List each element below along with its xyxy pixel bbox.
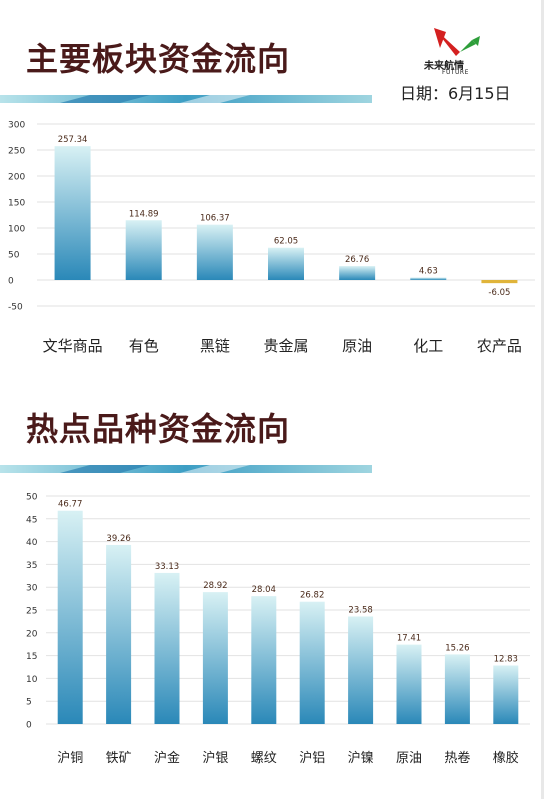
y-tick-label: 300 <box>8 121 25 131</box>
y-tick-label: 30 <box>26 584 38 594</box>
data-label: 23.58 <box>348 605 372 615</box>
category-label: 螺纹 <box>251 751 277 766</box>
bar <box>493 665 519 724</box>
date-label: 日期：6月15日 <box>400 84 511 103</box>
y-tick-label: 45 <box>26 515 37 525</box>
category-label: 沪铜 <box>57 750 83 766</box>
bar <box>396 644 422 724</box>
data-label: 26.82 <box>300 591 324 601</box>
bar <box>57 510 83 724</box>
bar <box>268 247 304 280</box>
title-underline-band-2 <box>0 465 372 473</box>
y-tick-label: 20 <box>26 629 38 639</box>
data-label: 62.05 <box>274 237 298 247</box>
bar <box>410 277 447 280</box>
data-label: 28.04 <box>252 585 276 595</box>
bar <box>444 654 470 724</box>
section-title-hot: 热点品种资金流向 <box>26 410 291 448</box>
y-tick-label: 25 <box>26 607 37 617</box>
category-label: 原油 <box>342 337 372 355</box>
bar <box>196 224 233 280</box>
y-tick-label: 250 <box>8 147 25 157</box>
y-tick-label: 15 <box>26 652 37 662</box>
category-label: 文华商品 <box>43 337 103 355</box>
data-label: -6.05 <box>488 288 510 298</box>
y-tick-label: 200 <box>8 173 25 183</box>
bar <box>299 601 325 724</box>
category-label: 橡胶 <box>493 750 519 766</box>
page-edge <box>541 0 544 799</box>
category-label: 沪铝 <box>299 750 325 766</box>
y-tick-label: -50 <box>8 303 23 313</box>
y-tick-label: 0 <box>26 721 32 731</box>
bar <box>106 544 132 724</box>
category-label: 化工 <box>413 337 443 355</box>
data-label: 17.41 <box>397 634 421 644</box>
bar <box>125 220 162 280</box>
logo-icon <box>434 28 480 56</box>
data-label: 28.92 <box>203 581 227 591</box>
y-tick-label: 100 <box>8 225 25 235</box>
data-label: 15.26 <box>445 643 469 653</box>
data-label: 12.83 <box>494 654 518 664</box>
bar <box>348 616 374 724</box>
y-tick-label: 5 <box>26 698 32 708</box>
category-label: 原油 <box>396 751 422 766</box>
title-underline-band <box>0 95 372 103</box>
category-label: 沪镍 <box>348 750 374 766</box>
bar <box>54 146 91 280</box>
data-label: 4.63 <box>419 267 438 277</box>
bar <box>339 266 376 280</box>
category-label: 沪金 <box>154 750 180 766</box>
y-tick-label: 0 <box>8 277 14 287</box>
data-label: 33.13 <box>155 562 179 572</box>
chart-sectors: -50 0 50 100 150 200 250 300 257.34 文华商品 114.89 有色 1… <box>8 121 535 355</box>
category-label: 有色 <box>129 337 159 355</box>
category-label: 铁矿 <box>106 751 132 766</box>
bar <box>202 592 228 724</box>
category-label: 热卷 <box>444 750 470 766</box>
data-label: 114.89 <box>129 209 159 219</box>
category-label: 农产品 <box>477 337 522 355</box>
data-label: 106.37 <box>200 214 230 224</box>
data-label: 257.34 <box>58 135 88 145</box>
bar <box>481 280 518 284</box>
category-label: 贵金属 <box>263 337 308 355</box>
data-label: 26.76 <box>345 255 369 265</box>
logo-sub: FUTURE <box>442 69 469 76</box>
y-tick-label: 35 <box>26 561 37 571</box>
section-title-sectors: 主要板块资金流向 <box>26 40 291 78</box>
y-tick-label: 150 <box>8 199 25 209</box>
category-label: 沪银 <box>202 750 228 766</box>
bar <box>154 572 180 724</box>
logo-name: 未来航情 <box>424 61 464 72</box>
chart-hot: 0 5 10 15 20 25 30 35 40 45 50 46.77 沪铜 39.26 铁矿 33.13 沪… <box>26 493 530 766</box>
y-tick-label: 50 <box>8 251 20 261</box>
data-label: 46.77 <box>58 500 82 510</box>
y-tick-label: 50 <box>26 493 38 503</box>
category-label: 黑链 <box>200 337 230 355</box>
data-label: 39.26 <box>106 534 130 544</box>
bar <box>251 596 277 724</box>
y-tick-label: 10 <box>26 675 38 685</box>
y-tick-label: 40 <box>26 538 38 548</box>
